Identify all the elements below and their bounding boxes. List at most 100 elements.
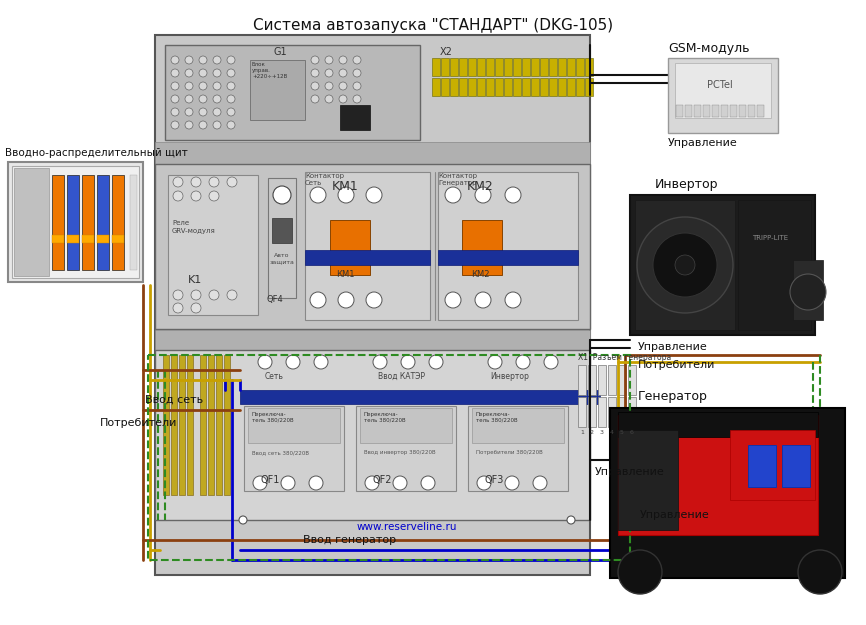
Circle shape [353,95,361,103]
Circle shape [477,476,491,490]
Text: QF1: QF1 [261,475,280,485]
Text: 5: 5 [620,430,624,435]
Circle shape [488,355,502,369]
FancyBboxPatch shape [513,78,521,96]
FancyBboxPatch shape [598,365,606,395]
Text: Генератор: Генератор [638,390,708,403]
FancyBboxPatch shape [495,78,503,96]
Circle shape [171,95,179,103]
Circle shape [199,121,207,129]
Circle shape [199,108,207,116]
FancyBboxPatch shape [67,175,79,270]
FancyBboxPatch shape [179,355,185,495]
Text: Управление: Управление [640,510,710,520]
FancyBboxPatch shape [438,172,578,320]
Text: Ввод КАТЭР: Ввод КАТЭР [378,372,425,381]
Circle shape [314,355,328,369]
FancyBboxPatch shape [739,105,746,117]
FancyBboxPatch shape [112,235,124,243]
Text: QF2: QF2 [372,475,391,485]
FancyBboxPatch shape [305,250,430,265]
FancyBboxPatch shape [668,58,778,133]
Circle shape [191,191,201,201]
Circle shape [209,177,219,187]
FancyBboxPatch shape [540,78,548,96]
FancyBboxPatch shape [685,105,692,117]
Circle shape [171,56,179,64]
Circle shape [653,233,717,297]
FancyBboxPatch shape [588,365,596,395]
FancyBboxPatch shape [468,78,476,96]
Circle shape [213,69,221,77]
FancyBboxPatch shape [52,175,64,270]
Text: Авто
защита: Авто защита [269,253,294,264]
Circle shape [544,355,558,369]
Circle shape [227,82,235,90]
Circle shape [171,108,179,116]
Circle shape [798,550,842,594]
Text: Система автозапуска "СТАНДАРТ" (DKG-105): Система автозапуска "СТАНДАРТ" (DKG-105) [253,18,613,33]
FancyBboxPatch shape [618,365,626,395]
Circle shape [505,292,521,308]
FancyBboxPatch shape [472,408,564,443]
FancyBboxPatch shape [748,105,755,117]
FancyBboxPatch shape [588,397,596,427]
FancyBboxPatch shape [432,58,440,76]
Circle shape [173,303,183,313]
FancyBboxPatch shape [610,408,845,578]
Circle shape [533,476,547,490]
FancyBboxPatch shape [468,58,476,76]
FancyBboxPatch shape [549,78,557,96]
Circle shape [516,355,530,369]
Circle shape [311,95,319,103]
Circle shape [209,191,219,201]
FancyBboxPatch shape [738,200,811,330]
FancyBboxPatch shape [208,355,214,495]
Text: G1: G1 [273,47,287,57]
Text: 2: 2 [590,430,594,435]
FancyBboxPatch shape [224,355,230,495]
Circle shape [338,292,354,308]
Text: Контактор
Сеть: Контактор Сеть [305,173,344,186]
Circle shape [213,95,221,103]
Circle shape [173,191,183,201]
Circle shape [339,69,347,77]
Circle shape [185,95,193,103]
Text: 1: 1 [580,430,584,435]
Text: Управление: Управление [595,467,665,477]
Text: Управление: Управление [638,342,708,352]
Text: Инвертор: Инвертор [655,178,719,191]
Text: PCTel: PCTel [708,80,733,90]
Circle shape [373,355,387,369]
FancyBboxPatch shape [187,355,193,495]
FancyBboxPatch shape [216,355,222,495]
Circle shape [185,82,193,90]
FancyBboxPatch shape [441,78,449,96]
FancyBboxPatch shape [608,365,616,395]
FancyBboxPatch shape [240,390,600,404]
FancyBboxPatch shape [155,350,590,520]
Text: KM1: KM1 [332,180,359,193]
Circle shape [286,355,300,369]
FancyBboxPatch shape [441,58,449,76]
FancyBboxPatch shape [477,58,485,76]
Circle shape [191,177,201,187]
FancyBboxPatch shape [468,406,568,491]
Circle shape [185,56,193,64]
FancyBboxPatch shape [531,78,539,96]
FancyBboxPatch shape [628,365,636,395]
FancyBboxPatch shape [163,355,169,495]
Circle shape [213,121,221,129]
FancyBboxPatch shape [522,78,530,96]
FancyBboxPatch shape [171,355,177,495]
FancyBboxPatch shape [82,235,94,243]
FancyBboxPatch shape [459,58,467,76]
Text: KM2: KM2 [467,180,494,193]
Text: GSM-модуль: GSM-модуль [668,42,749,55]
FancyBboxPatch shape [618,415,818,535]
Text: Блок
управ.
+220÷+12В: Блок управ. +220÷+12В [252,62,288,79]
Circle shape [618,550,662,594]
Text: Ввод инвертор 380/220В: Ввод инвертор 380/220В [364,450,436,455]
Circle shape [505,476,519,490]
FancyBboxPatch shape [531,58,539,76]
